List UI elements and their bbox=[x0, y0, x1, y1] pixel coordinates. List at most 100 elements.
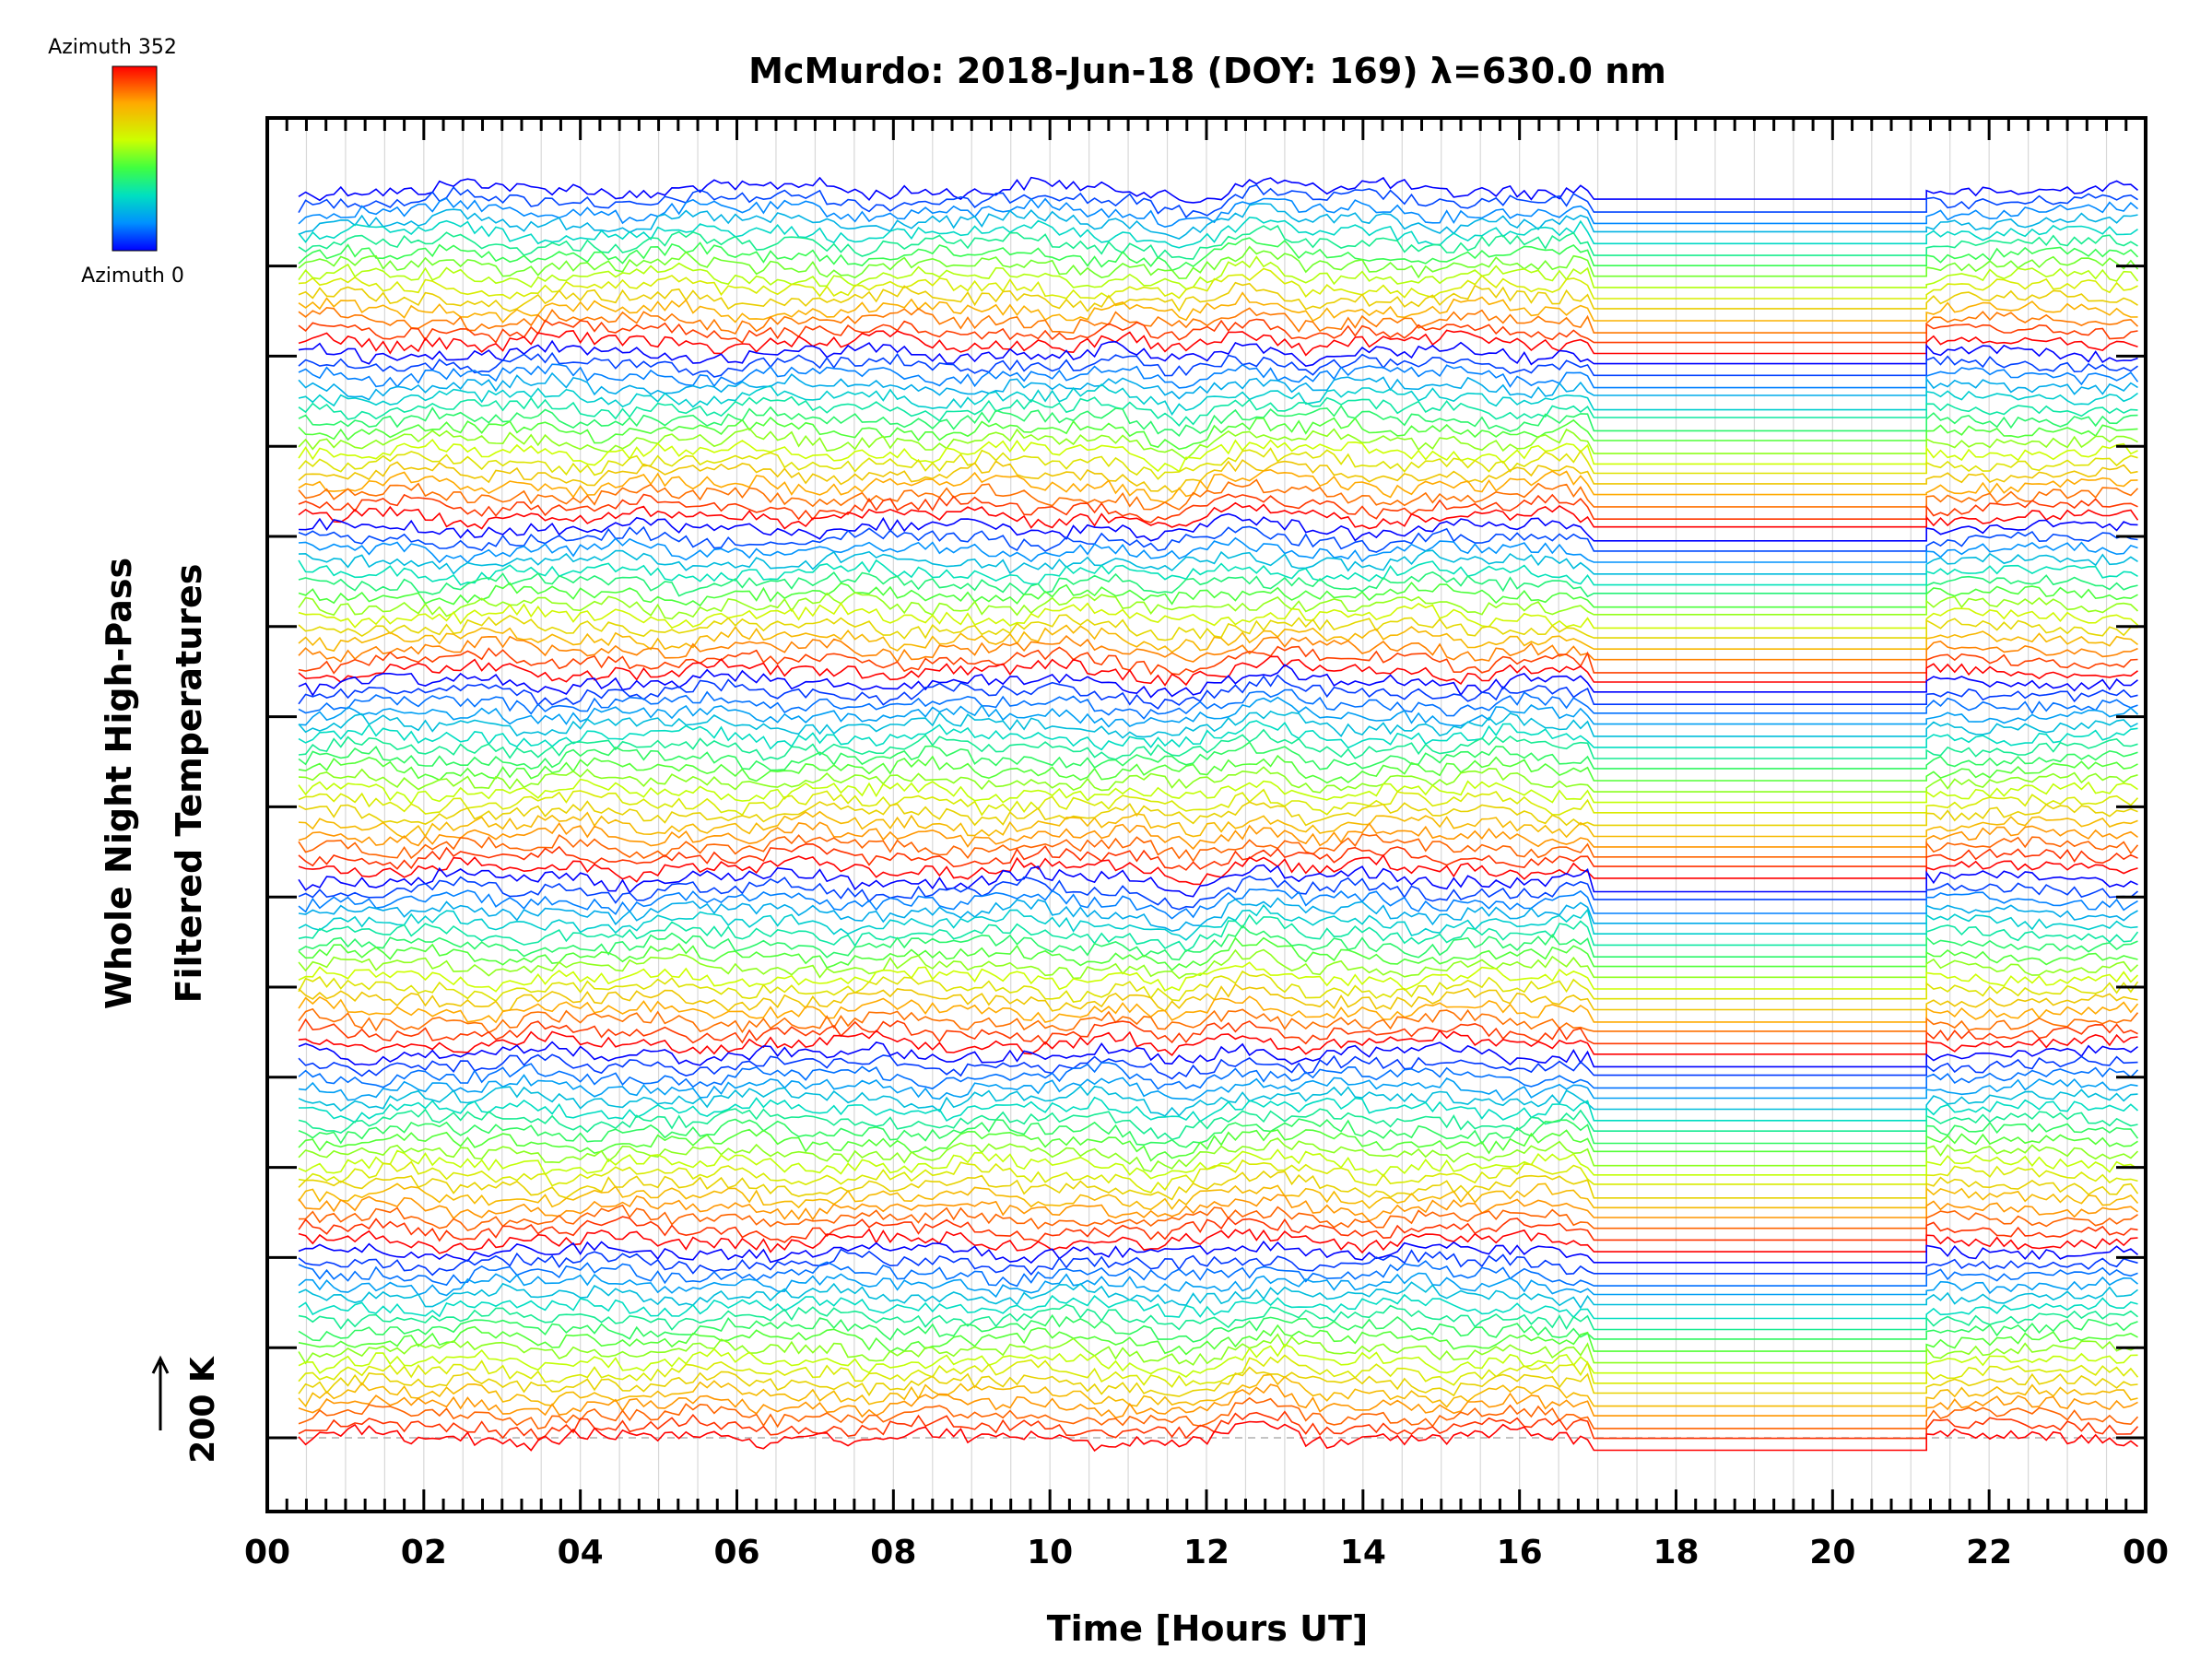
x-tick-label: 08 bbox=[870, 1534, 916, 1571]
series-line bbox=[298, 339, 2138, 367]
series-line bbox=[298, 351, 2138, 378]
x-tick-label: 14 bbox=[1340, 1534, 1386, 1571]
series-line bbox=[298, 1118, 2139, 1148]
y-axis-label-line2: Filtered Temperatures bbox=[169, 564, 209, 1004]
series-line bbox=[298, 1333, 2138, 1366]
series-line bbox=[298, 1148, 2138, 1180]
series-line bbox=[298, 525, 2138, 553]
series-line bbox=[299, 1096, 2139, 1124]
series-line bbox=[298, 1383, 2138, 1419]
series-line bbox=[298, 1228, 2138, 1254]
series-line bbox=[298, 1293, 2138, 1320]
series-line bbox=[298, 948, 2139, 980]
x-tick-label: 02 bbox=[401, 1534, 447, 1571]
series-line bbox=[298, 255, 2139, 290]
series-line bbox=[298, 363, 2139, 389]
series-line bbox=[298, 674, 2138, 711]
series-line bbox=[298, 810, 2138, 840]
x-tick-label: 12 bbox=[1183, 1534, 1230, 1571]
series-line bbox=[298, 245, 2139, 279]
series-line bbox=[298, 203, 2138, 240]
x-tick-labels: 00 02 04 06 08 10 12 14 16 18 20 22 00 bbox=[244, 1534, 2169, 1571]
series-line bbox=[298, 821, 2138, 851]
series-line bbox=[298, 645, 2138, 676]
series-line bbox=[298, 842, 2138, 871]
series-line bbox=[298, 1159, 2138, 1194]
series-line bbox=[298, 1041, 2138, 1068]
series-line bbox=[298, 924, 2138, 961]
series-line bbox=[298, 728, 2138, 761]
scale-bar-label: 200 K bbox=[184, 1356, 222, 1464]
x-axis-label: Time [Hours UT] bbox=[1047, 1608, 1369, 1649]
series-line bbox=[298, 1194, 2138, 1222]
series-line bbox=[298, 1085, 2138, 1117]
series-line bbox=[298, 664, 2138, 699]
series-line bbox=[298, 1420, 2138, 1453]
series-line bbox=[298, 281, 2138, 312]
series-lines bbox=[298, 176, 2139, 1453]
series-line bbox=[298, 571, 2138, 598]
series-line bbox=[298, 1108, 2138, 1141]
series-line bbox=[298, 1137, 2139, 1172]
series-line bbox=[298, 427, 2138, 461]
series-line bbox=[298, 501, 2139, 530]
series-line bbox=[298, 1074, 2138, 1101]
series-line bbox=[298, 581, 2138, 608]
series-line bbox=[298, 1182, 2139, 1211]
x-tick-label: 04 bbox=[558, 1534, 604, 1571]
series-line bbox=[298, 875, 2139, 911]
series-line bbox=[298, 1354, 2139, 1388]
series-line bbox=[298, 592, 2139, 620]
x-tick-label: 22 bbox=[1966, 1534, 2012, 1571]
series-line bbox=[298, 1410, 2139, 1441]
colorbar-gradient bbox=[112, 65, 158, 252]
series-line bbox=[298, 1248, 2138, 1277]
x-tick-label: 00 bbox=[244, 1534, 290, 1571]
series-line bbox=[298, 536, 2138, 564]
series-line bbox=[298, 267, 2138, 300]
series-line bbox=[298, 1260, 2138, 1288]
series-line bbox=[298, 1204, 2138, 1231]
series-line bbox=[298, 864, 2138, 898]
x-tick-label: 16 bbox=[1497, 1534, 1543, 1571]
colorbar: Azimuth 352 Azimuth 0 bbox=[48, 36, 184, 288]
series-line bbox=[298, 1366, 2138, 1397]
series-line bbox=[298, 655, 2138, 687]
series-line bbox=[298, 459, 2138, 493]
series-line bbox=[298, 602, 2139, 629]
series-line bbox=[298, 306, 2139, 335]
series-line bbox=[298, 318, 2138, 344]
series-line bbox=[298, 778, 2138, 806]
series-line bbox=[298, 720, 2138, 751]
series-line bbox=[298, 225, 2138, 260]
chart-title: McMurdo: 2018-Jun-18 (DOY: 169) λ=630.0 … bbox=[748, 51, 1666, 91]
x-tick-label: 20 bbox=[1809, 1534, 1855, 1571]
series-line bbox=[298, 995, 2139, 1024]
series-line bbox=[298, 1373, 2138, 1408]
series-line bbox=[298, 1272, 2139, 1299]
series-line bbox=[298, 329, 2138, 357]
series-line bbox=[298, 468, 2138, 503]
series-line bbox=[298, 710, 2138, 739]
series-line bbox=[298, 176, 2139, 204]
series-line bbox=[298, 1324, 2138, 1356]
series-line bbox=[298, 788, 2139, 817]
x-tick-label: 06 bbox=[713, 1534, 759, 1571]
series-line bbox=[298, 800, 2138, 827]
scale-bar: 200 K bbox=[151, 1355, 222, 1464]
series-line bbox=[298, 936, 2138, 971]
series-line bbox=[298, 897, 2138, 933]
series-line bbox=[298, 237, 2139, 272]
series-line bbox=[298, 1007, 2139, 1034]
series-line bbox=[298, 961, 2139, 993]
series-line bbox=[298, 754, 2138, 784]
series-line bbox=[298, 395, 2138, 427]
x-tick-label: 00 bbox=[2123, 1534, 2169, 1571]
series-line bbox=[298, 741, 2138, 771]
series-line bbox=[298, 439, 2138, 473]
series-line bbox=[298, 624, 2138, 653]
series-line bbox=[298, 696, 2139, 728]
series-line bbox=[298, 1062, 2139, 1090]
series-line bbox=[298, 291, 2138, 324]
